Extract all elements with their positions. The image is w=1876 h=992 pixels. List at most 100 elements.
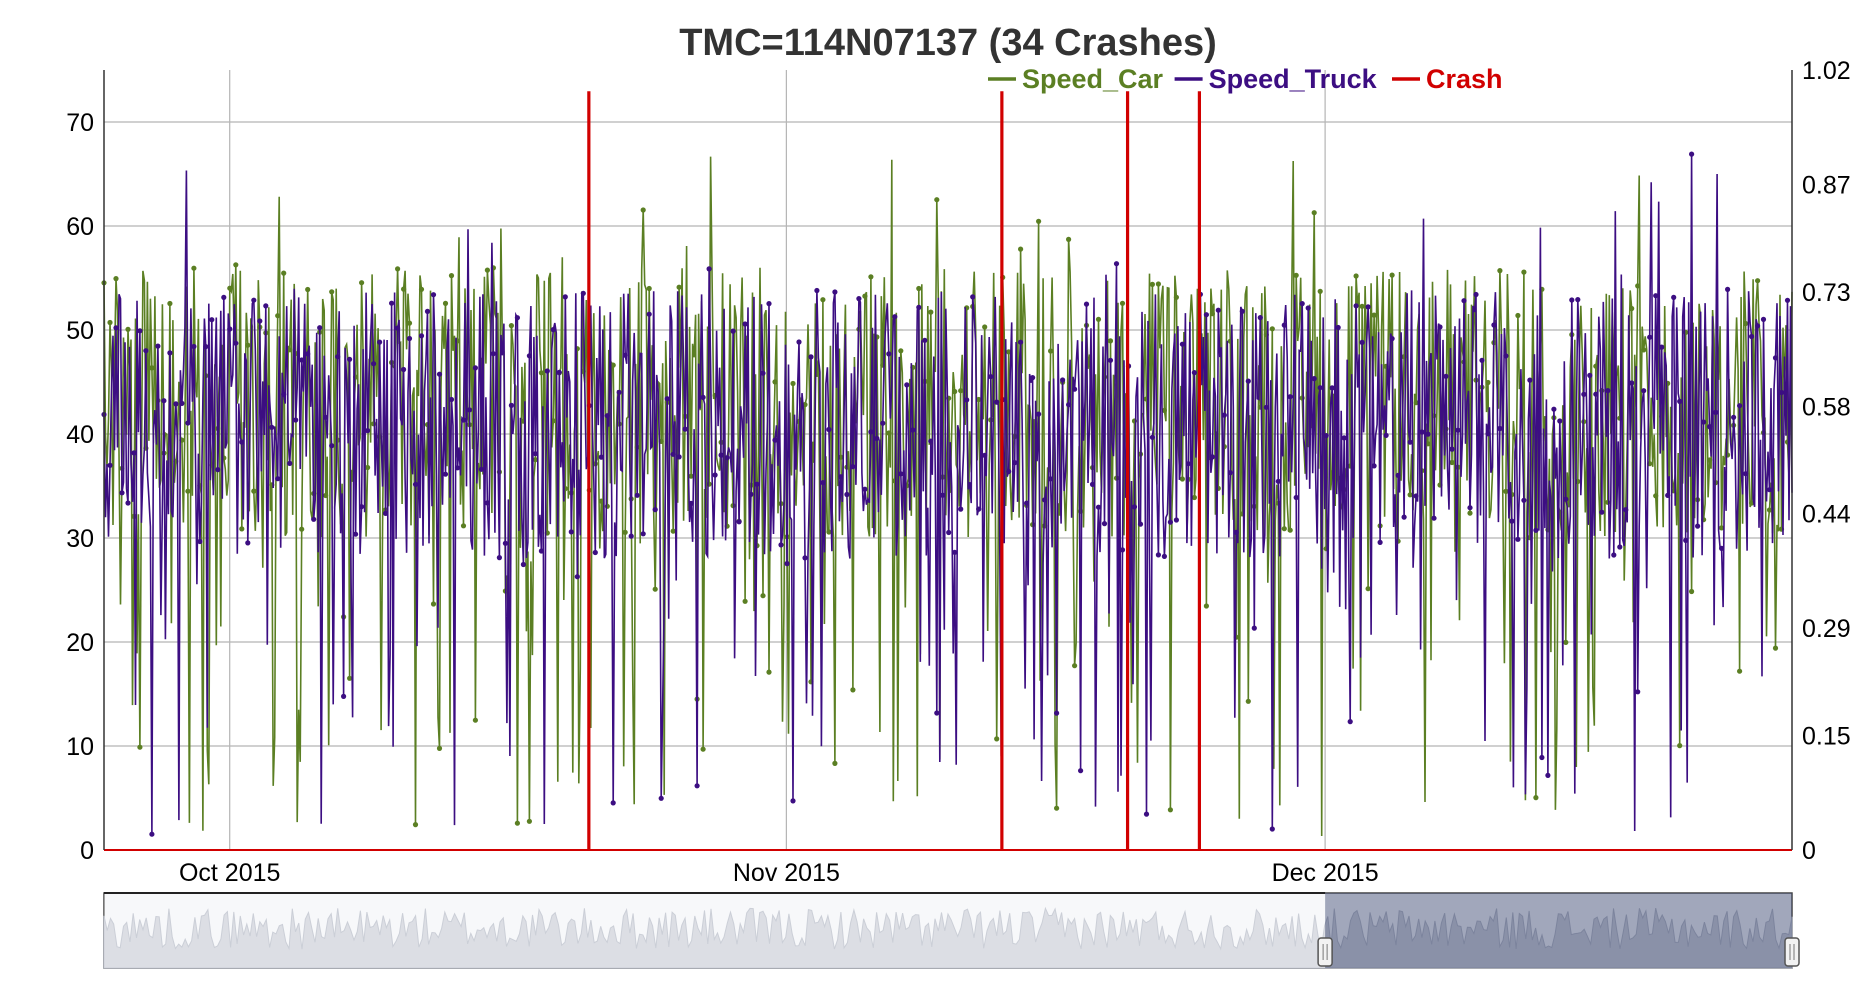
series-point [1731, 414, 1737, 420]
series-point [311, 516, 317, 522]
series-point [1449, 459, 1455, 466]
legend[interactable]: Speed_Car Speed_Truck Crash [988, 64, 1503, 94]
series-point [898, 348, 904, 354]
series-point [796, 339, 802, 345]
series-point [982, 452, 988, 458]
series-point [574, 574, 580, 580]
series-point [550, 327, 556, 333]
axes [103, 70, 1793, 850]
series-point [1239, 308, 1245, 314]
series-point [826, 426, 832, 433]
series-point [718, 452, 724, 458]
series-point [526, 353, 533, 359]
series-point [1293, 272, 1299, 278]
series-point [1359, 303, 1365, 309]
series-point [197, 538, 203, 545]
series-point [371, 361, 377, 367]
series-point [1137, 521, 1144, 527]
series-point [1317, 385, 1323, 391]
series-point [532, 451, 539, 457]
series-point [520, 561, 527, 568]
series-point [1539, 754, 1545, 761]
series-point [395, 266, 401, 272]
series-point [1131, 504, 1138, 510]
series-point [1245, 378, 1251, 384]
series-point [185, 420, 191, 426]
x-tick-label: Nov 2015 [733, 859, 840, 887]
series-point [742, 321, 748, 327]
series-point [478, 466, 484, 472]
series-point [1006, 468, 1012, 475]
series-point [826, 529, 832, 535]
series-point [329, 443, 335, 449]
series-point [514, 315, 521, 321]
series-point [880, 420, 886, 426]
series-point [556, 369, 562, 375]
series-point [622, 529, 628, 535]
range-selector[interactable] [103, 892, 1800, 969]
series-point [239, 526, 245, 532]
series-point [946, 529, 952, 536]
series-point [1269, 326, 1275, 332]
series-point [161, 398, 167, 404]
series-point [640, 531, 646, 537]
series-point [1593, 391, 1599, 397]
series-point [1299, 301, 1305, 307]
series-point [1167, 519, 1173, 525]
series-point [1317, 288, 1323, 294]
series-point [1467, 505, 1473, 511]
series-point [1287, 394, 1293, 400]
series-point [1766, 507, 1773, 513]
series-point [892, 314, 898, 320]
series-line [103, 154, 1793, 835]
series-point [1054, 805, 1060, 811]
series-point [868, 429, 874, 435]
series-point [323, 414, 329, 420]
series-point [1209, 311, 1215, 317]
series-point [1203, 603, 1209, 609]
series-point [269, 424, 275, 430]
series-point [1629, 305, 1635, 312]
series-point [227, 326, 233, 332]
series-point [910, 427, 916, 433]
series-point [784, 561, 790, 567]
series-point [191, 343, 197, 350]
series-point [652, 586, 658, 592]
series-point [1353, 303, 1359, 309]
series-point [1587, 372, 1593, 378]
series-point [952, 388, 958, 395]
series-point [1503, 353, 1509, 359]
series-point [1072, 663, 1078, 669]
series-point [1089, 481, 1096, 487]
series-point [1575, 297, 1581, 303]
series-point [592, 549, 598, 556]
series-point [1083, 301, 1090, 307]
series-point [676, 454, 682, 460]
series-point [424, 308, 431, 314]
series-point [1407, 492, 1413, 498]
series-point [1719, 545, 1725, 552]
series-point [760, 593, 766, 599]
series-point [736, 519, 742, 525]
series-point [856, 296, 862, 302]
y-axis-right-labels: 0 0.15 0.29 0.44 0.58 0.73 0.87 1.02 [1802, 57, 1851, 865]
series-point [1533, 795, 1539, 801]
series-point [508, 323, 514, 329]
range-handle[interactable] [1784, 937, 1800, 967]
series-point [1119, 547, 1126, 553]
series-point [233, 262, 239, 268]
series-point [1760, 316, 1767, 322]
series-point [401, 366, 407, 373]
series-point [778, 542, 784, 548]
series-point [155, 397, 161, 404]
chart-title: TMC=114N07137 (34 Crashes) [679, 22, 1217, 64]
range-handle[interactable] [1317, 937, 1333, 967]
series-point [604, 503, 610, 509]
y-right-tick-label: 0.44 [1802, 501, 1851, 529]
series-point [928, 438, 934, 444]
series-point [125, 326, 131, 332]
series-point [1784, 297, 1791, 303]
series-point [317, 325, 323, 331]
series-point [113, 325, 119, 331]
series-point [412, 822, 419, 828]
